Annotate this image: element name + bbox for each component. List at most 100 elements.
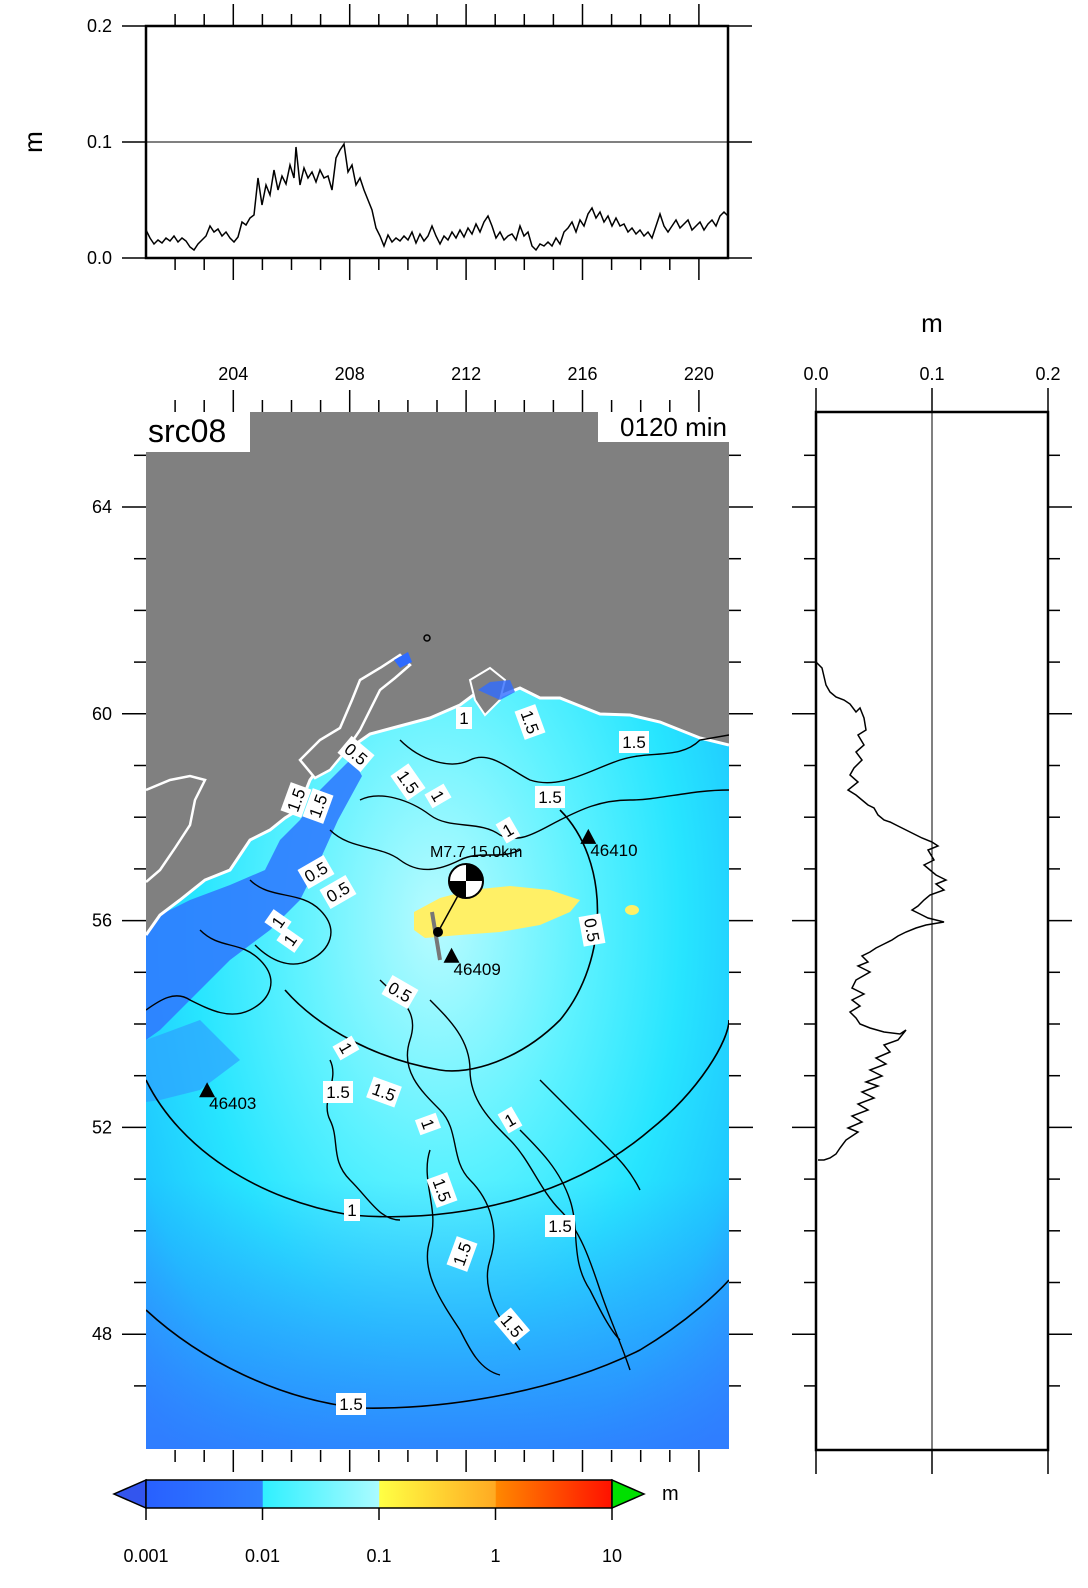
contour-north-2 <box>359 789 729 839</box>
svg-text:1.5: 1.5 <box>326 1083 350 1102</box>
top-x-ticks <box>174 4 700 280</box>
travel-time-contour-15 <box>146 1279 729 1409</box>
colorbar-tick-label: 0.1 <box>366 1546 391 1566</box>
colorbar-tick-label: 0.01 <box>245 1546 280 1566</box>
contour-north-1 <box>399 734 729 784</box>
svg-text:1.5: 1.5 <box>622 733 646 752</box>
station-label: 46410 <box>590 841 637 860</box>
small-island <box>423 634 431 642</box>
contour-label: 1 <box>497 1106 523 1134</box>
right-profile-panel: 0.0 0.1 0.2 m <box>792 308 1072 1474</box>
colorbar-unit: m <box>662 1483 679 1505</box>
time-label: 0120 min <box>620 412 727 442</box>
station-triangle-icon <box>443 947 460 963</box>
contour-west-2 <box>146 929 272 1015</box>
blue-inlet <box>394 652 412 668</box>
map-panel: M7.7 15.0km 46410 46409 46403 1 1.5 1.5 0.… <box>92 364 753 1472</box>
contour-label: 1 <box>276 927 304 953</box>
epicenter-marker <box>433 927 443 937</box>
station-markers: 46410 46409 46403 <box>199 828 638 1113</box>
west-blue-zone <box>146 1020 240 1102</box>
svg-text:1: 1 <box>347 1201 356 1220</box>
contour-north-3 <box>329 829 521 871</box>
right-xlabel: m <box>921 308 943 338</box>
colorbar-ticks: 0.001 0.01 0.1 1 10 <box>123 1508 622 1566</box>
colorbar: m 0.001 0.01 0.1 1 10 <box>112 1478 679 1566</box>
colorbar-max-arrow <box>611 1478 646 1510</box>
contour-east-1 <box>539 1079 641 1191</box>
lon-tick-label: 220 <box>684 364 714 384</box>
ocean-deep-south <box>146 1180 729 1449</box>
lat-tick-label: 48 <box>92 1324 112 1344</box>
lat-tick-label: 60 <box>92 704 112 724</box>
lon-tick-label: 208 <box>335 364 365 384</box>
lat-tick-label: 52 <box>92 1117 112 1137</box>
focal-mechanism-beachball <box>448 863 484 899</box>
top-profile-panel: 0.0 0.1 0.2 m <box>18 4 752 280</box>
colorbar-min-arrow <box>112 1478 147 1510</box>
station-triangle-icon <box>580 828 597 844</box>
contour-south-4 <box>426 1149 501 1376</box>
svg-text:1.5: 1.5 <box>538 788 562 807</box>
contour-label: 1.5 <box>336 1393 366 1415</box>
contour-label: 0.5 <box>578 913 606 947</box>
amplitude-contours <box>146 734 729 1376</box>
svg-text:1: 1 <box>459 709 468 728</box>
lon-tick-label: 204 <box>218 364 248 384</box>
svg-text:1.5: 1.5 <box>548 1217 572 1236</box>
peninsula-outline <box>146 774 207 883</box>
lon-tick-label: 212 <box>451 364 481 384</box>
lat-tick-label: 64 <box>92 497 112 517</box>
contour-label: 1 <box>424 783 452 809</box>
contour-south-2 <box>429 999 631 1371</box>
contour-label: 1.5 <box>545 1215 575 1237</box>
contour-west-1 <box>249 879 332 965</box>
colorbar-tick-label: 1 <box>490 1546 500 1566</box>
top-ylabel: m <box>18 131 48 153</box>
right-y-ticks <box>792 454 1072 1387</box>
contour-label: 1 <box>414 1112 442 1136</box>
map-longitude-axis: 204 208 212 216 220 <box>174 364 714 1472</box>
coastline <box>146 686 729 936</box>
contour-label: 1 <box>344 1199 360 1221</box>
land-mass <box>146 451 729 935</box>
contour-label: 1.5 <box>446 1236 478 1272</box>
top-y-tick-label: 0.0 <box>87 248 112 268</box>
colorbar-tick-label: 10 <box>602 1546 622 1566</box>
colorbar-gradient <box>145 1479 613 1509</box>
station-label: 46409 <box>454 960 501 979</box>
contour-south-5 <box>519 1129 621 1341</box>
lat-tick-label: 56 <box>92 911 112 931</box>
travel-time-contour-1 <box>146 1019 729 1218</box>
station-triangle-icon <box>199 1082 216 1098</box>
top-y-axis: 0.0 0.1 0.2 <box>87 16 752 268</box>
lon-tick-label: 216 <box>567 364 597 384</box>
colorbar-tick-label: 0.001 <box>123 1546 168 1566</box>
contour-label: 1.5 <box>535 786 565 808</box>
svg-text:0.5: 0.5 <box>580 917 603 944</box>
map-latitude-axis: 64 60 56 52 48 <box>92 454 753 1387</box>
contour-label: 1.5 <box>619 731 649 753</box>
svg-text:1.5: 1.5 <box>339 1395 363 1414</box>
top-profile-line <box>145 141 729 252</box>
max-amplitude-patch-east <box>625 905 639 915</box>
coastal-shallow-zone <box>146 758 362 1040</box>
right-x-tick-label: 0.2 <box>1035 364 1060 384</box>
right-x-tick-label: 0.1 <box>919 364 944 384</box>
contour-label: 1.5 <box>323 1081 353 1103</box>
contour-label: 1 <box>332 1035 360 1061</box>
blue-inlet-2 <box>478 680 515 700</box>
station-label: 46403 <box>209 1094 256 1113</box>
contour-label: 1.5 <box>280 782 312 818</box>
contour-south-1 <box>379 979 521 1351</box>
source-label: src08 <box>148 413 226 449</box>
right-profile-line <box>815 661 948 1161</box>
contour-label: 1 <box>456 707 472 729</box>
contour-label: 1 <box>495 816 521 844</box>
source-label-bg <box>146 412 250 452</box>
kodiak-outline <box>298 653 412 780</box>
source-annotation: M7.7 15.0km <box>430 844 522 861</box>
right-x-tick-label: 0.0 <box>803 364 828 384</box>
time-label-bg <box>598 412 729 442</box>
